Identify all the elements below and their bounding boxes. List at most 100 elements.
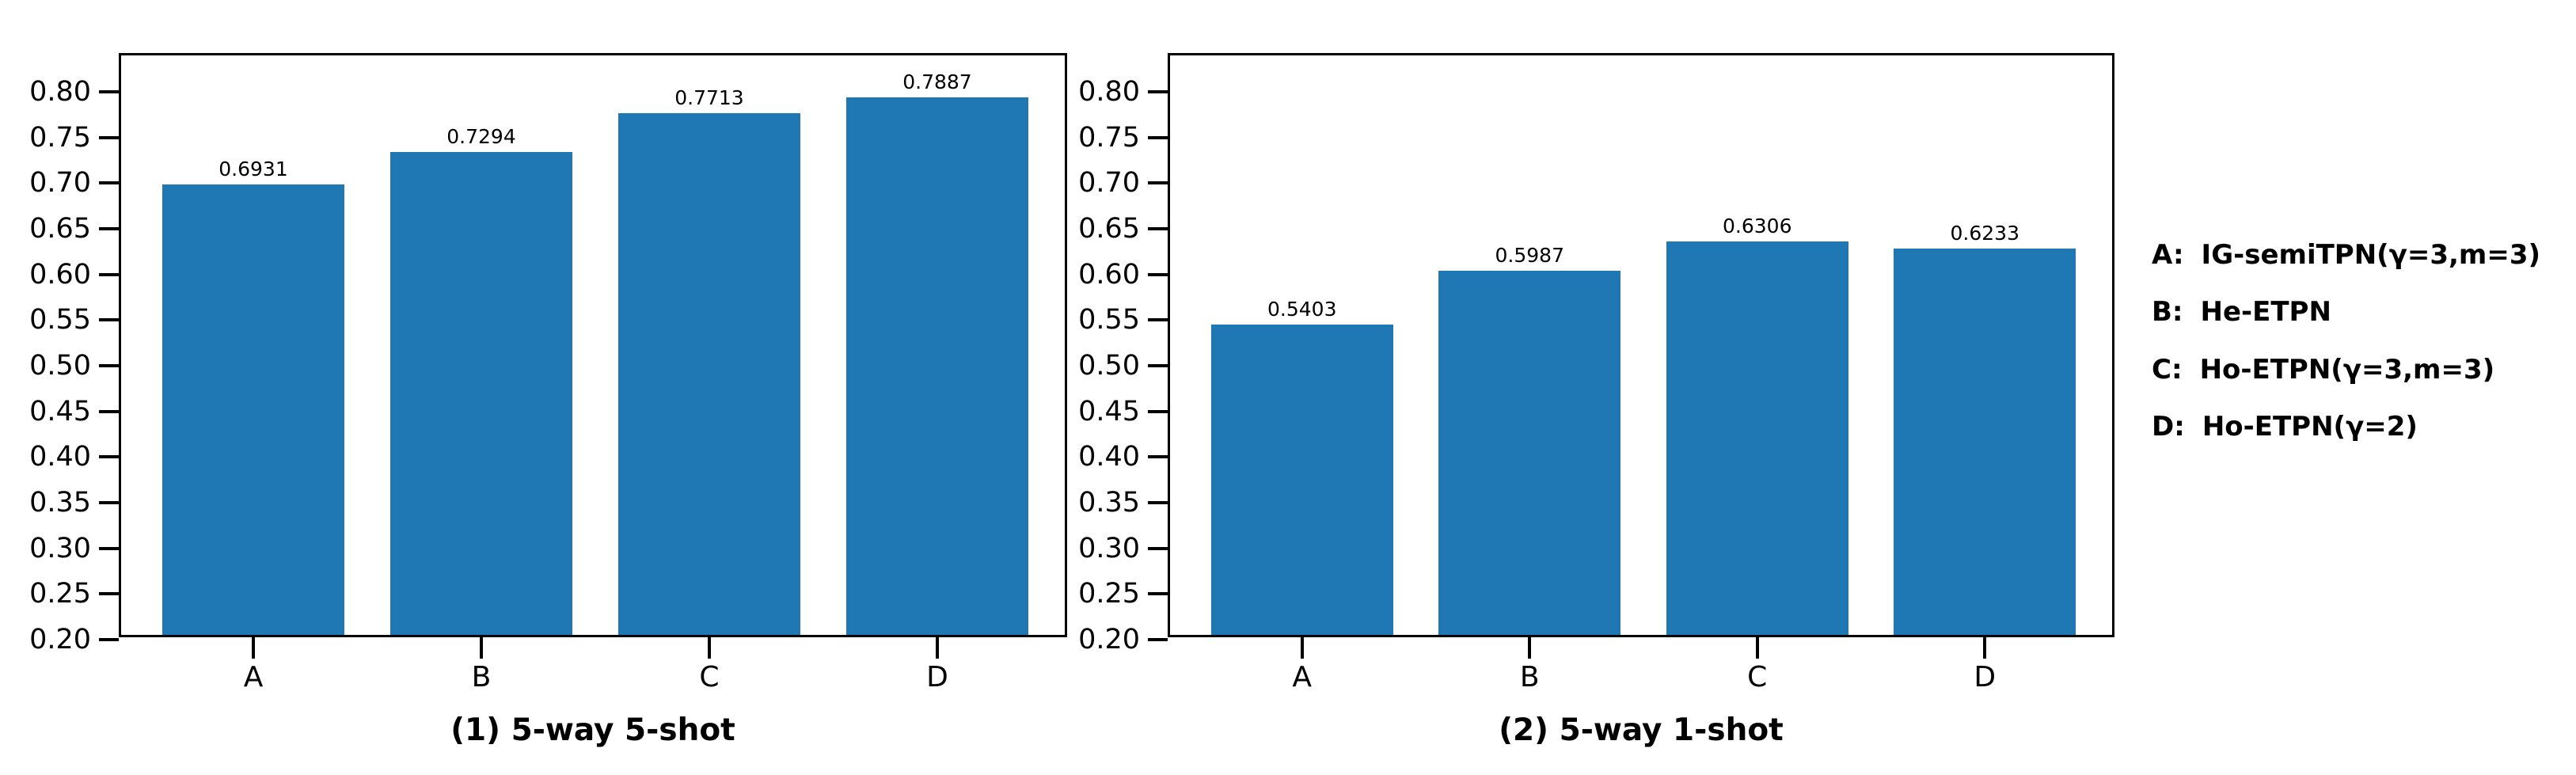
y-tick-label: 0.50	[1078, 350, 1140, 382]
y-tick-label: 0.80	[1078, 76, 1140, 108]
legend-label-d: Ho-ETPN(γ=2)	[2202, 411, 2418, 443]
x-tick	[480, 637, 483, 659]
x-tick-label: A	[1292, 661, 1313, 693]
bar-b	[389, 151, 573, 635]
legend-key-c: C:	[2152, 354, 2183, 386]
legend-item-c: C: Ho-ETPN(γ=3,m=3)	[2152, 352, 2494, 387]
y-tick-label: 0.35	[1078, 487, 1140, 519]
y-tick-label: 0.70	[1078, 167, 1140, 199]
axes-5way-5shot: 0.80 0.75 0.70 0.65 0.60 0.55 0.50 0.45 0.40 0.35…	[29, 53, 1067, 693]
x-tick-label: C	[1747, 661, 1768, 693]
x-tick	[252, 637, 256, 659]
y-tick	[1148, 135, 1168, 139]
legend-item-b: B: He-ETPN	[2152, 294, 2331, 329]
y-tick	[99, 546, 119, 550]
y-tick	[1148, 638, 1168, 641]
legend-key-d: D:	[2152, 411, 2185, 443]
legend-label-c: Ho-ETPN(γ=3,m=3)	[2199, 354, 2495, 386]
bar-value-label: 0.7713	[674, 86, 744, 110]
y-tick-label: 0.75	[29, 121, 91, 154]
y-tick	[1148, 455, 1168, 459]
bar-d	[1894, 248, 2076, 635]
y-tick	[1148, 592, 1168, 596]
x-tick	[1755, 637, 1759, 659]
x-tick	[1300, 637, 1304, 659]
y-tick-label: 0.65	[1078, 213, 1140, 245]
y-tick-label: 0.40	[29, 441, 91, 473]
y-tick-label: 0.45	[29, 395, 91, 427]
y-tick	[1148, 364, 1168, 368]
y-tick	[1148, 318, 1168, 322]
x-tick-label: B	[1519, 661, 1540, 693]
legend-item-a: A: IG-semiTPN(γ=3,m=3)	[2152, 237, 2540, 272]
y-tick	[99, 90, 119, 94]
bar-value-label: 0.7887	[902, 70, 972, 94]
bar-a	[1210, 324, 1393, 635]
y-tick-label: 0.75	[1078, 121, 1140, 154]
y-tick	[1148, 227, 1168, 231]
y-tick	[99, 272, 119, 276]
legend-key-b: B:	[2152, 296, 2183, 328]
bar-d	[845, 97, 1029, 635]
bar-value-label: 0.6931	[218, 158, 288, 181]
y-tick-label: 0.65	[29, 213, 91, 245]
y-tick-label: 0.70	[29, 167, 91, 199]
y-tick-label: 0.35	[29, 487, 91, 519]
y-tick	[1148, 546, 1168, 550]
y-tick-label: 0.30	[29, 532, 91, 564]
y-tick-label: 0.20	[1078, 624, 1140, 655]
y-tick-label: 0.55	[29, 304, 91, 336]
y-tick-label: 0.40	[1078, 441, 1140, 473]
caption-5way-1shot: (2) 5-way 1-shot	[1499, 712, 1784, 748]
y-tick-label: 0.60	[1078, 258, 1140, 291]
x-tick	[1983, 637, 1987, 659]
y-tick-label: 0.50	[29, 350, 91, 382]
y-tick	[99, 181, 119, 185]
y-tick-label: 0.60	[29, 258, 91, 291]
bar-b	[1438, 271, 1621, 635]
y-tick-label: 0.20	[29, 624, 91, 655]
y-tick	[1148, 272, 1168, 276]
y-tick	[99, 592, 119, 596]
x-tick-label: D	[1974, 661, 1997, 693]
y-tick	[99, 501, 119, 505]
y-tick-label: 0.55	[1078, 304, 1140, 336]
y-tick	[1148, 409, 1168, 413]
y-tick	[99, 318, 119, 322]
y-tick-label: 0.80	[29, 76, 91, 108]
legend-label-a: IG-semiTPN(γ=3,m=3)	[2201, 239, 2541, 271]
y-tick	[1148, 181, 1168, 185]
x-tick-label: A	[243, 661, 264, 693]
bar-value-label: 0.5403	[1267, 297, 1337, 321]
x-tick-label: D	[926, 661, 948, 693]
x-tick-label: C	[699, 661, 720, 693]
bar-value-label: 0.6233	[1950, 221, 2019, 245]
bar-c	[617, 113, 801, 635]
y-tick-label: 0.30	[1078, 532, 1140, 564]
y-tick-label: 0.25	[29, 578, 91, 610]
legend-key-a: A:	[2152, 239, 2184, 271]
x-tick	[1528, 637, 1532, 659]
y-tick-label: 0.25	[1078, 578, 1140, 610]
x-tick-label: B	[471, 661, 492, 693]
y-tick-label: 0.45	[1078, 395, 1140, 427]
bar-value-label: 0.5987	[1495, 244, 1564, 268]
x-tick	[935, 637, 939, 659]
legend-item-d: D: Ho-ETPN(γ=2)	[2152, 409, 2418, 444]
caption-5way-5shot: (1) 5-way 5-shot	[450, 712, 735, 748]
bar-a	[161, 184, 345, 635]
y-tick	[99, 364, 119, 368]
bar-c	[1666, 241, 1848, 635]
y-tick	[1148, 501, 1168, 505]
y-tick	[99, 409, 119, 413]
y-tick	[99, 227, 119, 231]
legend-label-b: He-ETPN	[2200, 296, 2331, 328]
x-tick	[707, 637, 711, 659]
y-tick	[99, 135, 119, 139]
y-tick	[99, 455, 119, 459]
bar-value-label: 0.7294	[446, 124, 516, 148]
bar-value-label: 0.6306	[1723, 215, 1792, 238]
axes-5way-1shot: 0.80 0.75 0.70 0.65 0.60 0.55 0.50 0.45 0.40 0.35…	[1078, 53, 2114, 693]
y-tick	[99, 638, 119, 641]
